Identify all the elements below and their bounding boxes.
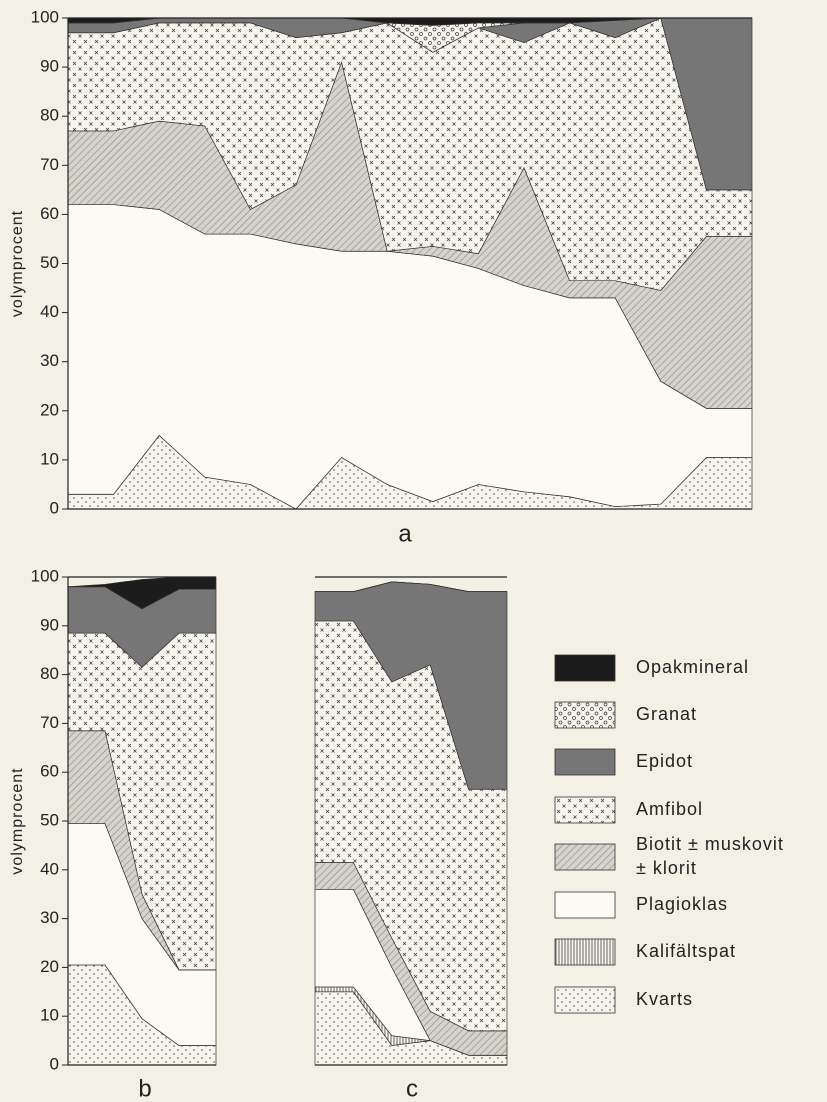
legend-label: Biotit ± muskovit [636,834,784,854]
y-tick-label: 80 [40,664,59,683]
legend-swatch [554,654,616,682]
y-tick-label: 60 [40,204,59,223]
legend-swatch [554,938,616,966]
area-band [67,576,217,610]
legend-label: Amfibol [636,799,703,819]
chart-title: b [138,1075,151,1102]
legend-label: ± klorit [636,858,697,878]
y-tick-label: 80 [40,106,59,125]
legend-swatch [554,843,616,871]
legend-swatch [554,748,616,776]
y-tick-label: 0 [50,1054,59,1073]
y-tick-label: 50 [40,810,59,829]
y-tick-label: 70 [40,713,59,732]
y-axis-label: volymprocent [9,210,26,317]
legend-label: Plagioklas [636,894,728,914]
y-tick-label: 10 [40,449,59,468]
legend-label: Kvarts [636,989,693,1009]
legend-label: Kalifältspat [636,941,736,961]
y-tick-label: 20 [40,400,59,419]
y-tick-label: 0 [50,498,59,517]
chart-title: a [398,520,412,547]
y-tick-label: 30 [40,908,59,927]
y-tick-label: 20 [40,957,59,976]
y-tick-label: 10 [40,1006,59,1025]
legend-swatch [554,701,616,729]
y-tick-label: 50 [40,253,59,272]
y-tick-label: 90 [40,57,59,76]
legend-label: Epidot [636,751,693,771]
legend-swatch [554,986,616,1014]
y-axis-label: volymprocent [9,767,26,874]
legend-label: Granat [636,704,697,724]
legend-swatch [554,891,616,919]
chart-title: c [406,1075,418,1102]
y-tick-label: 40 [40,302,59,321]
legend-swatch [554,796,616,824]
y-tick-label: 60 [40,762,59,781]
y-tick-label: 100 [31,566,59,585]
y-tick-label: 40 [40,859,59,878]
area-band [315,581,507,592]
y-tick-label: 90 [40,615,59,634]
y-tick-label: 70 [40,155,59,174]
legend-label: Opakmineral [636,657,749,677]
y-tick-label: 30 [40,351,59,370]
y-tick-label: 100 [31,7,59,26]
